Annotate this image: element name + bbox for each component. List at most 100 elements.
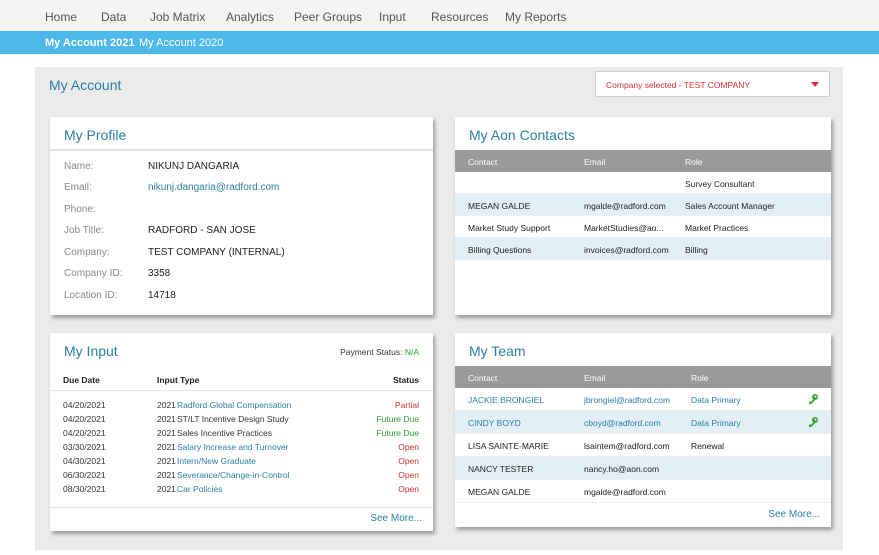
contact-role: Billing — [685, 245, 708, 255]
team-email-link[interactable]: cboyd@radford.com — [584, 418, 661, 428]
main-content: My Account Company selected - TEST COMPA… — [35, 67, 843, 550]
input-see-more-link[interactable]: See More... — [370, 513, 422, 524]
nav-input[interactable]: Input — [379, 10, 406, 24]
input-due-date: 04/20/2021 — [63, 428, 106, 438]
table-row: Survey Consultant — [455, 172, 831, 194]
team-email-link[interactable]: jbrongiel@radford.com — [584, 395, 671, 405]
company-select[interactable]: Company selected - TEST COMPANY — [595, 71, 830, 97]
sub-nav: My Account 2021 My Account 2020 — [0, 31, 879, 54]
input-status: Open — [398, 456, 419, 466]
profile-card: My Profile Name: NIKUNJ DANGARIA Email: … — [50, 117, 433, 315]
input-due-date: 04/30/2021 — [63, 456, 106, 466]
input-row: 03/30/2021 2021 Salary Increase and Turn… — [50, 442, 433, 455]
profile-row-phone: Phone: — [64, 204, 424, 218]
team-member-link[interactable]: JACKIE BRONGIEL — [468, 395, 545, 405]
column-header: Role — [691, 373, 709, 383]
team-email: lsaintem@radford.com — [584, 441, 670, 451]
input-row: 04/20/2021 2021 Radford Global Compensat… — [50, 400, 433, 413]
contact-role: Survey Consultant — [685, 179, 755, 189]
input-year: 2021 — [157, 414, 176, 424]
profile-label: Email: — [64, 182, 92, 193]
tab-my-account-2020[interactable]: My Account 2020 — [139, 37, 224, 49]
input-year: 2021 — [157, 442, 176, 452]
payment-status-label: Payment Status: — [340, 347, 403, 357]
divider — [50, 149, 433, 151]
contact-email: mgalde@radford.com — [584, 201, 666, 211]
column-header: Contact — [468, 373, 498, 383]
profile-row-email: Email: nikunj.dangaria@radford.com — [64, 182, 424, 196]
contact-name: MEGAN GALDE — [468, 201, 531, 211]
nav-peer-groups[interactable]: Peer Groups — [294, 10, 363, 24]
input-row: 06/30/2021 2021 Severance/Change-in-Cont… — [50, 470, 433, 483]
team-role: Data Primary — [691, 395, 741, 405]
input-type-link[interactable]: Intern/New Graduate — [177, 456, 256, 466]
nav-data[interactable]: Data — [101, 10, 127, 24]
contacts-card: My Aon Contacts Contact Email Role Surve… — [455, 117, 831, 315]
nav-resources[interactable]: Resources — [431, 10, 489, 24]
contact-email: invoices@radford.com — [584, 245, 669, 255]
team-see-more-link[interactable]: See More... — [768, 509, 820, 520]
team-card: My Team Contact Email Role JACKIE BRONGI… — [455, 333, 831, 527]
input-due-date: 06/30/2021 — [63, 470, 106, 480]
contacts-title: My Aon Contacts — [469, 127, 575, 143]
team-email: nancy.ho@aon.com — [584, 464, 660, 474]
profile-value: TEST COMPANY (INTERNAL) — [148, 247, 285, 258]
contacts-table-header: Contact Email Role — [455, 150, 831, 172]
profile-row-name: Name: NIKUNJ DANGARIA — [64, 161, 424, 175]
input-status: Partial — [394, 400, 419, 410]
input-year: 2021 — [157, 400, 176, 410]
key-icon[interactable] — [807, 416, 819, 428]
contact-role: Market Practices — [685, 223, 749, 233]
tab-my-account-2021[interactable]: My Account 2021 — [45, 37, 135, 49]
key-icon[interactable] — [807, 393, 819, 405]
divider — [50, 507, 433, 508]
profile-row-company-id: Company ID: 3358 — [64, 268, 424, 282]
input-card: My Input Payment Status: N/A Due Date In… — [50, 333, 433, 531]
profile-label: Company: — [64, 247, 110, 258]
input-type: ST/LT Incentive Design Study — [177, 414, 289, 424]
payment-status-value: N/A — [404, 347, 419, 357]
input-year: 2021 — [157, 470, 176, 480]
profile-row-company: Company: TEST COMPANY (INTERNAL) — [64, 247, 424, 261]
input-type: Sales Incentive Practices — [177, 428, 272, 438]
team-member-link[interactable]: CINDY BOYD — [468, 418, 521, 428]
nav-my-reports[interactable]: My Reports — [505, 10, 567, 24]
caret-down-icon[interactable] — [811, 82, 819, 87]
input-status: Future Due — [376, 414, 419, 424]
profile-label: Phone: — [64, 204, 96, 215]
input-row: 04/20/2021 2021 ST/LT Incentive Design S… — [50, 414, 433, 427]
input-status: Open — [398, 470, 419, 480]
column-header: Due Date — [63, 375, 100, 385]
profile-value: NIKUNJ DANGARIA — [148, 161, 240, 172]
team-role: Renewal — [691, 441, 725, 451]
profile-row-job-title: Job Title: RADFORD - SAN JOSE — [64, 225, 424, 239]
input-year: 2021 — [157, 456, 176, 466]
input-type-link[interactable]: Car Policies — [177, 484, 223, 494]
input-year: 2021 — [157, 428, 176, 438]
profile-email-link[interactable]: nikunj.dangaria@radford.com — [148, 182, 280, 193]
input-type-link[interactable]: Severance/Change-in-Control — [177, 470, 290, 480]
column-header: Input Type — [157, 375, 200, 385]
input-status: Future Due — [376, 428, 419, 438]
nav-job-matrix[interactable]: Job Matrix — [150, 10, 206, 24]
team-member: NANCY TESTER — [468, 464, 534, 474]
input-type-link[interactable]: Radford Global Compensation — [177, 400, 292, 410]
input-status: Open — [398, 484, 419, 494]
contact-role: Sales Account Manager — [685, 201, 775, 211]
table-row: Market Study Support MarketStudies@ao...… — [455, 216, 831, 238]
profile-value: 14718 — [148, 290, 176, 301]
table-row: JACKIE BRONGIEL jbrongiel@radford.com Da… — [455, 388, 831, 411]
profile-value: 3358 — [148, 268, 171, 279]
input-type-link[interactable]: Salary Increase and Turnover — [177, 442, 289, 452]
table-row: CINDY BOYD cboyd@radford.com Data Primar… — [455, 411, 831, 434]
input-due-date: 03/30/2021 — [63, 442, 106, 452]
team-table-header: Contact Email Role — [455, 366, 831, 388]
table-row: LISA SAINTE-MARIE lsaintem@radford.com R… — [455, 434, 831, 457]
profile-label: Name: — [64, 161, 94, 172]
nav-analytics[interactable]: Analytics — [226, 10, 275, 24]
page-title: My Account — [49, 77, 122, 93]
table-row: MEGAN GALDE mgalde@radford.com Sales Acc… — [455, 194, 831, 216]
input-year: 2021 — [157, 484, 176, 494]
table-row: MEGAN GALDE mgalde@radford.com — [455, 480, 831, 503]
nav-home[interactable]: Home — [45, 10, 78, 24]
